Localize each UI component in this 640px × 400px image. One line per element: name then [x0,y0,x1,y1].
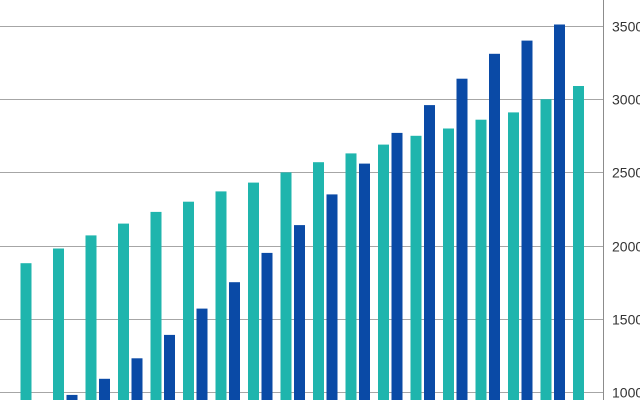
y-tick-label: 2000 [612,239,640,255]
bar-series-2-item-7 [183,201,194,400]
y-tick-label: 1500 [612,312,640,328]
bar-series-1-item-5 [99,378,110,400]
bar-series-2-item-14 [410,135,422,400]
bar-series-1-item-15 [424,105,435,400]
bar-series-1-item-10 [261,252,273,400]
bar-series-1-item-17 [489,53,500,400]
bar-series-1-item-8 [196,308,208,400]
bar-series-1-item-18 [521,40,533,400]
bar-series-2-item-5 [118,223,129,400]
bar-series-1-item-6 [131,358,143,400]
bar-series-1-item-19 [554,24,565,400]
bar-series-2-item-15 [443,128,454,400]
bar-series-2-item-13 [378,144,389,400]
bar-series-1-item-14 [391,132,403,400]
y-tick-label: 3000 [612,92,640,108]
bar-series-2-item-9 [248,182,259,400]
bar-series-2-item-11 [313,162,324,400]
bar-series-1-item-7 [164,334,175,400]
bars [20,24,584,400]
y-tick-labels: 1000 1500 2000 2500 3000 3500 [612,19,640,400]
bar-series-1-item-12 [326,194,338,400]
y-tick-label: 2500 [612,165,640,181]
bar-series-2-item-12 [345,153,357,400]
bar-series-1-item-9 [229,282,240,400]
bar-series-2-item-10 [280,172,292,400]
bar-series-2-item-19 [573,86,584,400]
bar-series-1-item-16 [456,78,468,400]
bar-series-2-item-3 [53,248,64,400]
bar-series-2-item-16 [475,119,487,400]
bar-series-2-item-8 [215,191,227,400]
y-tick-label: 3500 [612,19,640,35]
bar-series-1-item-11 [294,225,305,400]
y-tick-label: 1000 [612,385,640,400]
bar-series-2-item-2 [20,263,32,400]
bar-series-2-item-4 [85,235,97,400]
bar-series-1-item-13 [359,163,370,400]
bar-series-2-item-6 [150,211,162,400]
bar-series-1-item-4 [66,394,78,400]
bar-series-2-item-18 [540,99,552,400]
bar-series-2-item-17 [508,112,519,400]
